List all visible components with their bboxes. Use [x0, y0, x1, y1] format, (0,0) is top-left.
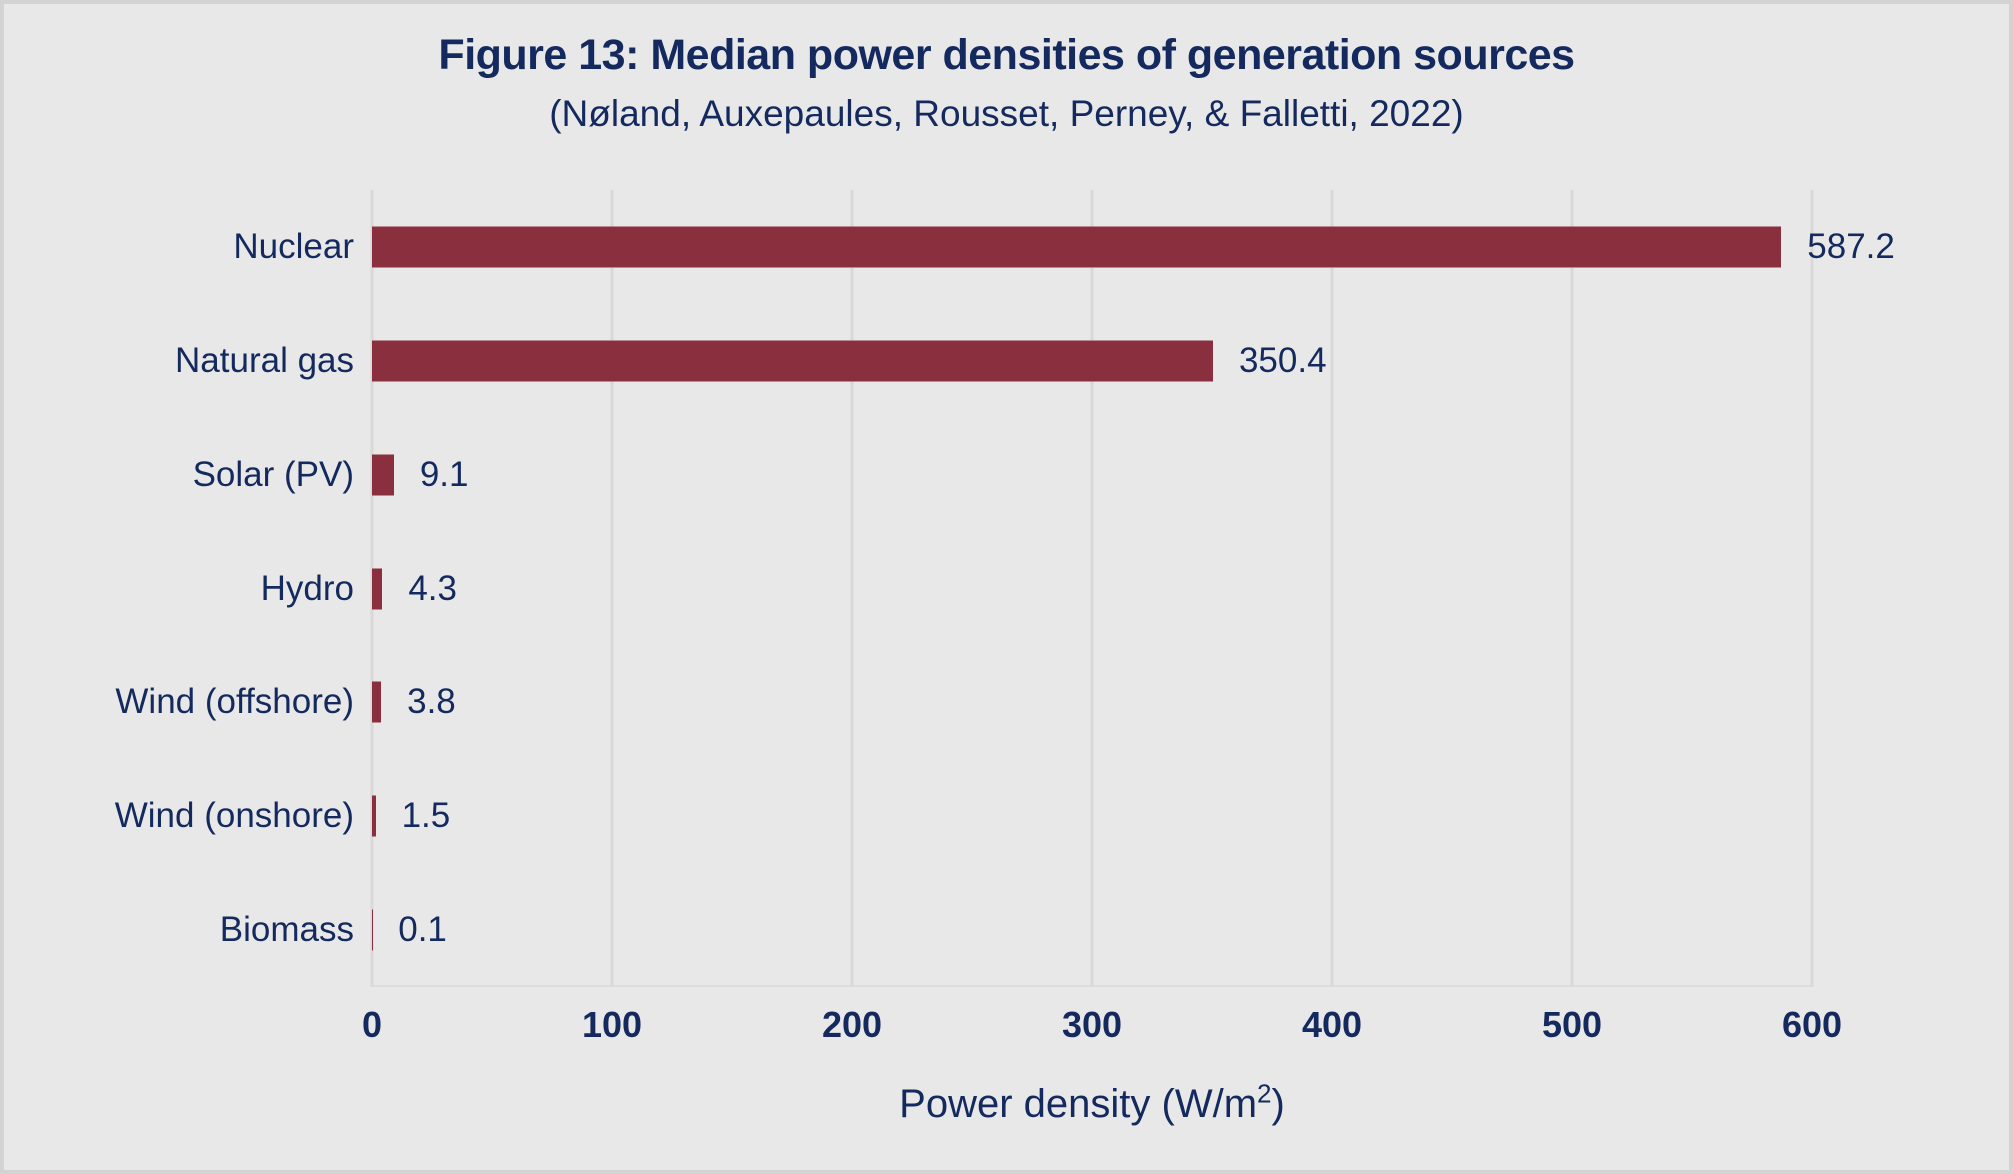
category-label: Natural gas [175, 340, 354, 380]
bar [372, 681, 382, 723]
x-axis-ticks: 0 100 200 300 400 500 600 [362, 1004, 1842, 1050]
bar [372, 795, 376, 837]
x-tick-label-100: 100 [581, 1004, 643, 1045]
bar-row: Nuclear 587.2 [233, 190, 1895, 304]
category-label: Nuclear [233, 226, 354, 266]
gridline-200 [850, 190, 854, 987]
category-label: Solar (PV) [192, 454, 354, 494]
chart-header: Figure 13: Median power densities of gen… [4, 31, 2009, 134]
bar-row: Hydro 4.3 [261, 532, 1812, 646]
x-axis-title-text: Power density (W/m [899, 1082, 1258, 1126]
value-label: 4.3 [408, 568, 457, 608]
bar-row: Solar (PV) 9.1 [193, 418, 1812, 532]
chart-title: Figure 13: Median power densities of gen… [438, 31, 1575, 79]
bar [372, 454, 394, 496]
bar-row: Wind (onshore) 1.5 [115, 759, 1812, 873]
chart-subtitle: (Nøland, Auxepaules, Rousset, Perney, & … [549, 93, 1464, 134]
x-tick-label-300: 300 [1061, 1004, 1123, 1045]
value-label: 3.8 [407, 682, 456, 722]
bar [372, 340, 1213, 382]
plot-area: Nuclear 587.2 Natural gas 350.4 Solar (PV) 9.… [115, 190, 1895, 987]
x-axis-title: Power density (W/m2) [372, 1078, 1812, 1127]
gridline-400 [1330, 190, 1334, 987]
value-label: 587.2 [1807, 226, 1895, 266]
value-label: 0.1 [398, 910, 447, 950]
bar-row: Wind (offshore) 3.8 [115, 645, 1812, 759]
bar-row: Natural gas 350.4 [175, 304, 1812, 418]
x-tick-label-600: 600 [1781, 1004, 1843, 1045]
category-label: Biomass [219, 910, 354, 950]
x-axis-line [372, 985, 1812, 987]
bar-row: Biomass 0.1 [220, 873, 1812, 987]
category-label: Wind (onshore) [114, 796, 354, 836]
x-tick-label-400: 400 [1301, 1004, 1363, 1045]
x-tick-label-500: 500 [1541, 1004, 1603, 1045]
value-label: 9.1 [419, 454, 469, 494]
gridline-300 [1090, 190, 1094, 987]
value-label: 1.5 [401, 796, 451, 836]
bar-rows: Nuclear 587.2 Natural gas 350.4 Solar (PV) 9.… [115, 190, 1895, 987]
value-label: 350.4 [1238, 340, 1327, 380]
bar [372, 568, 383, 609]
category-label: Wind (offshore) [115, 682, 354, 722]
category-label: Hydro [260, 568, 354, 608]
x-tick-label-0: 0 [361, 1004, 383, 1045]
gridline-600 [1810, 190, 1814, 987]
gridline-500 [1570, 190, 1574, 987]
x-axis-title-suffix: ) [1271, 1082, 1285, 1126]
x-axis-title-superscript: 2 [1257, 1078, 1272, 1109]
gridline-100 [610, 190, 614, 987]
bar [372, 226, 1782, 268]
x-tick-label-200: 200 [821, 1004, 883, 1045]
